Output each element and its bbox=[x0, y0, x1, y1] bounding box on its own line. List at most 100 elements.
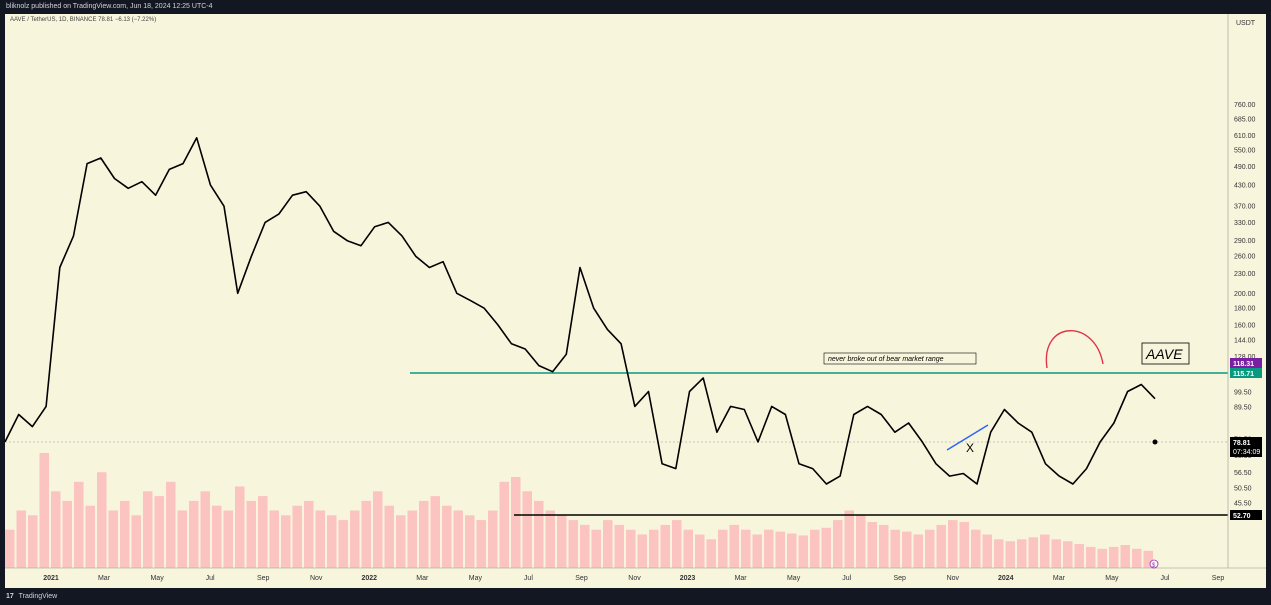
volume-bar bbox=[833, 520, 843, 568]
x-tick-label: May bbox=[150, 575, 164, 582]
y-tick-label: 180.00 bbox=[1234, 306, 1256, 313]
volume-bar bbox=[959, 522, 969, 568]
x-tick-label: Nov bbox=[628, 575, 641, 582]
volume-bar bbox=[200, 491, 210, 568]
y-tick-label: 200.00 bbox=[1234, 291, 1256, 298]
volume-bar bbox=[315, 510, 325, 568]
y-tick-label: 330.00 bbox=[1234, 220, 1256, 227]
volume-bar bbox=[166, 481, 176, 569]
symbol-label-annotation[interactable]: AAVE bbox=[1141, 342, 1190, 365]
volume-bar bbox=[718, 529, 728, 568]
volume-bar bbox=[51, 491, 61, 568]
volume-bar bbox=[545, 510, 555, 568]
volume-bar bbox=[741, 529, 751, 568]
volume-bar bbox=[913, 534, 923, 568]
volume-bar bbox=[419, 500, 429, 568]
volume-bar bbox=[258, 496, 268, 568]
volume-bar bbox=[235, 486, 245, 568]
volume-bar bbox=[1143, 550, 1153, 569]
volume-bar bbox=[327, 515, 337, 568]
volume-bar bbox=[350, 510, 360, 568]
x-tick-label: Nov bbox=[310, 575, 323, 582]
x-tick-label: Jul bbox=[524, 575, 533, 582]
volume-bar bbox=[971, 529, 981, 568]
x-tick-label: Jul bbox=[206, 575, 215, 582]
volume-bar bbox=[511, 477, 521, 568]
x-tick-label: Sep bbox=[893, 575, 906, 582]
x-tick-label: 2023 bbox=[680, 575, 696, 582]
y-tick-label: 144.00 bbox=[1234, 337, 1256, 344]
volume-bar bbox=[74, 481, 84, 569]
x-tick-label: 2021 bbox=[43, 575, 59, 582]
last-price-dot bbox=[1152, 439, 1158, 445]
volume-bar bbox=[28, 515, 38, 568]
volume-bar bbox=[1097, 548, 1107, 568]
volume-bar bbox=[798, 535, 808, 568]
volume-bar bbox=[430, 496, 440, 568]
volume-bar bbox=[453, 510, 463, 568]
range-note-text: never broke out of bear market range bbox=[828, 356, 944, 363]
y-tick-label: 56.50 bbox=[1234, 470, 1252, 477]
volume-bar bbox=[396, 515, 406, 568]
badge-resistance-high bbox=[1230, 358, 1262, 368]
volume-bar bbox=[143, 491, 153, 568]
volume-bar bbox=[729, 524, 739, 568]
arc-annotation[interactable] bbox=[1045, 330, 1104, 369]
volume-bar bbox=[580, 524, 590, 568]
volume-bar bbox=[1132, 548, 1142, 568]
volume-bar bbox=[649, 529, 659, 568]
volume-bar bbox=[338, 520, 348, 568]
volume-bar bbox=[1028, 537, 1038, 568]
badge-countdown-text: 07:34:09 bbox=[1233, 449, 1260, 456]
volume-bar bbox=[775, 531, 785, 568]
x-tick-label: Nov bbox=[947, 575, 960, 582]
tradingview-logo-icon: 17 bbox=[6, 593, 14, 600]
volume-bar bbox=[706, 539, 716, 569]
volume-bar bbox=[120, 500, 130, 568]
volume-bar bbox=[407, 510, 417, 568]
volume-bar bbox=[879, 524, 889, 568]
y-tick-label: 760.00 bbox=[1234, 102, 1256, 109]
volume-bar bbox=[925, 529, 935, 568]
badge-support bbox=[1230, 510, 1262, 520]
volume-bar bbox=[465, 515, 475, 568]
badge-support-text: 52.70 bbox=[1233, 513, 1251, 520]
volume-bar bbox=[522, 491, 532, 568]
volume-bar bbox=[534, 500, 544, 568]
x-mark-annotation[interactable]: X bbox=[966, 441, 974, 455]
y-tick-label: 550.00 bbox=[1234, 148, 1256, 155]
volume-bar bbox=[1120, 545, 1130, 568]
volume-bars bbox=[5, 453, 1153, 569]
events-marker[interactable]: $ bbox=[1149, 559, 1159, 569]
volume-bar bbox=[177, 510, 187, 568]
badge-resistance-text: 115.71 bbox=[1233, 371, 1254, 378]
volume-bar bbox=[292, 505, 302, 568]
x-tick-label: Jul bbox=[1161, 575, 1170, 582]
volume-bar bbox=[1040, 534, 1050, 568]
range-note-annotation[interactable]: never broke out of bear market range bbox=[823, 352, 977, 365]
price-series-line[interactable] bbox=[4, 137, 1156, 485]
x-tick-label: Sep bbox=[257, 575, 270, 582]
y-tick-label: 50.50 bbox=[1234, 486, 1252, 493]
volume-bar bbox=[660, 524, 670, 568]
volume-bar bbox=[246, 500, 256, 568]
badge-resistance-high-text: 118.31 bbox=[1233, 361, 1254, 368]
volume-bar bbox=[223, 510, 233, 568]
y-tick-label: 685.00 bbox=[1234, 117, 1256, 124]
x-tick-label: Jul bbox=[842, 575, 851, 582]
volume-bar bbox=[281, 515, 291, 568]
volume-bar bbox=[568, 520, 578, 568]
y-tick-label: 610.00 bbox=[1234, 133, 1256, 140]
volume-bar bbox=[948, 520, 958, 568]
y-tick-label: 128.00 bbox=[1234, 354, 1256, 361]
chart-frame[interactable] bbox=[5, 14, 1266, 588]
x-tick-label: May bbox=[1105, 575, 1119, 582]
volume-bar bbox=[373, 491, 383, 568]
volume-bar bbox=[488, 510, 498, 568]
symbol-legend[interactable]: AAVE / TetherUS, 1D, BINANCE 78.81 −6.13… bbox=[10, 17, 157, 23]
trend-annotation[interactable] bbox=[946, 424, 989, 451]
volume-bar bbox=[85, 505, 95, 568]
volume-bar bbox=[856, 515, 866, 568]
volume-bar bbox=[1051, 539, 1061, 569]
